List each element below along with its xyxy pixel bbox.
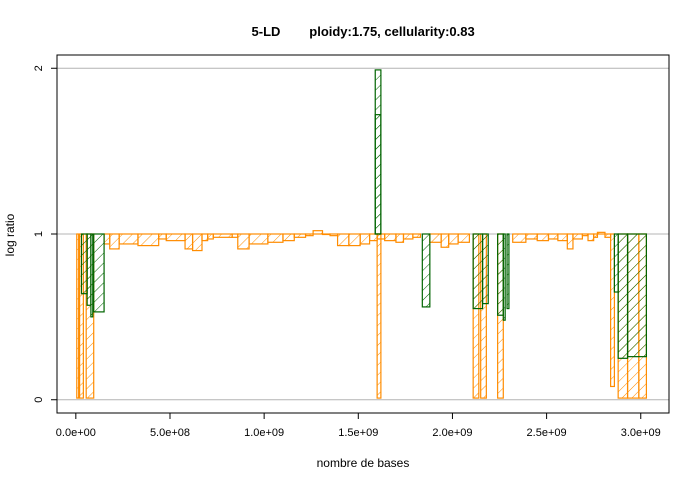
orange-segment-16 (293, 233, 307, 238)
x-tick-label-6: 3.0e+09 (621, 427, 661, 439)
y-axis-label: log ratio (3, 213, 17, 256)
orange-segment-26 (384, 233, 397, 242)
green-segment-9 (497, 233, 504, 316)
orange-segment-13 (248, 233, 269, 245)
orange-segment-12 (237, 233, 250, 250)
orange-segment-30 (429, 233, 442, 243)
orange-segment-18 (312, 230, 324, 235)
chart-title: 5-LD ploidy:1.75, cellularity:0.83 (252, 24, 475, 39)
orange-segment-46 (610, 233, 615, 388)
orange-segment-14 (267, 233, 284, 243)
orange-segment-36 (536, 233, 550, 242)
x-axis-label: nombre de bases (317, 456, 410, 470)
orange-segment-20 (329, 233, 339, 237)
green-segment-6 (421, 233, 431, 308)
x-tick-label-3: 1.5e+09 (338, 427, 378, 439)
orange-segment-42 (587, 233, 595, 242)
orange-segment-45 (604, 233, 612, 238)
green-segment-8 (481, 233, 489, 305)
x-tick-label-1: 5.0e+08 (150, 427, 190, 439)
orange-segment-27 (395, 233, 405, 243)
orange-segment-2 (118, 233, 139, 245)
y-tick-label-2: 2 (33, 65, 45, 71)
orange-segment-1 (109, 233, 120, 250)
green-segment-13 (617, 233, 629, 359)
orange-segment-11 (231, 233, 239, 238)
chart-title-right: ploidy:1.75, cellularity:0.83 (309, 24, 474, 39)
orange-segment-41 (581, 233, 589, 237)
green-segment-14 (626, 233, 648, 358)
green-segment-11 (506, 233, 510, 310)
orange-segment-40 (572, 233, 583, 240)
orange-segment-32 (448, 233, 459, 245)
orange-segment-34 (512, 233, 527, 243)
orange-segment-10 (212, 233, 233, 238)
y-axis: 0 1 2 (33, 65, 58, 403)
orange-segment-15 (282, 233, 295, 242)
orange-segment-35 (525, 233, 538, 240)
x-tick-label-4: 2.0e+09 (432, 427, 472, 439)
orange-segment-22 (348, 233, 361, 247)
segments (76, 69, 648, 399)
orange-segment-33 (457, 233, 470, 243)
orange-segment-29 (412, 233, 422, 238)
green-segment-7 (472, 233, 484, 310)
y-tick-label-0: 0 (33, 397, 45, 403)
orange-segment-44 (596, 231, 606, 235)
orange-segment-7 (191, 233, 203, 252)
orange-segment-50 (376, 233, 382, 399)
chart-title-left: 5-LD (252, 24, 281, 39)
orange-segment-28 (402, 233, 414, 240)
green-segment-5 (374, 114, 382, 235)
green-segment-3 (93, 233, 105, 313)
x-tick-label-2: 1.0e+09 (244, 427, 284, 439)
orange-segment-24 (368, 233, 378, 242)
orange-segment-47 (76, 233, 80, 399)
orange-segment-0 (103, 233, 111, 245)
y-tick-label-1: 1 (33, 231, 45, 237)
orange-segment-9 (207, 233, 214, 240)
orange-segment-39 (566, 233, 574, 250)
orange-segment-31 (440, 233, 450, 248)
x-axis: 0.0e+00 5.0e+08 1.0e+09 1.5e+09 2.0e+09 2.5e+… (56, 412, 661, 439)
green-segment-2 (90, 233, 94, 318)
orange-segment-3 (137, 233, 160, 247)
orange-segment-6 (184, 233, 194, 250)
orange-segment-17 (304, 233, 314, 237)
orange-segment-19 (321, 233, 331, 236)
green-segment-10 (502, 233, 506, 321)
orange-segment-38 (557, 233, 568, 242)
orange-segment-37 (547, 233, 559, 240)
orange-segment-4 (158, 233, 167, 240)
orange-segment-8 (201, 233, 209, 242)
x-tick-label-5: 2.5e+09 (527, 427, 567, 439)
orange-segment-21 (336, 233, 350, 247)
green-segment-0 (80, 233, 88, 295)
orange-segment-43 (593, 233, 599, 238)
x-tick-label-0: 0.0e+00 (56, 427, 96, 439)
orange-segment-23 (359, 233, 371, 245)
orange-segment-5 (165, 233, 186, 242)
